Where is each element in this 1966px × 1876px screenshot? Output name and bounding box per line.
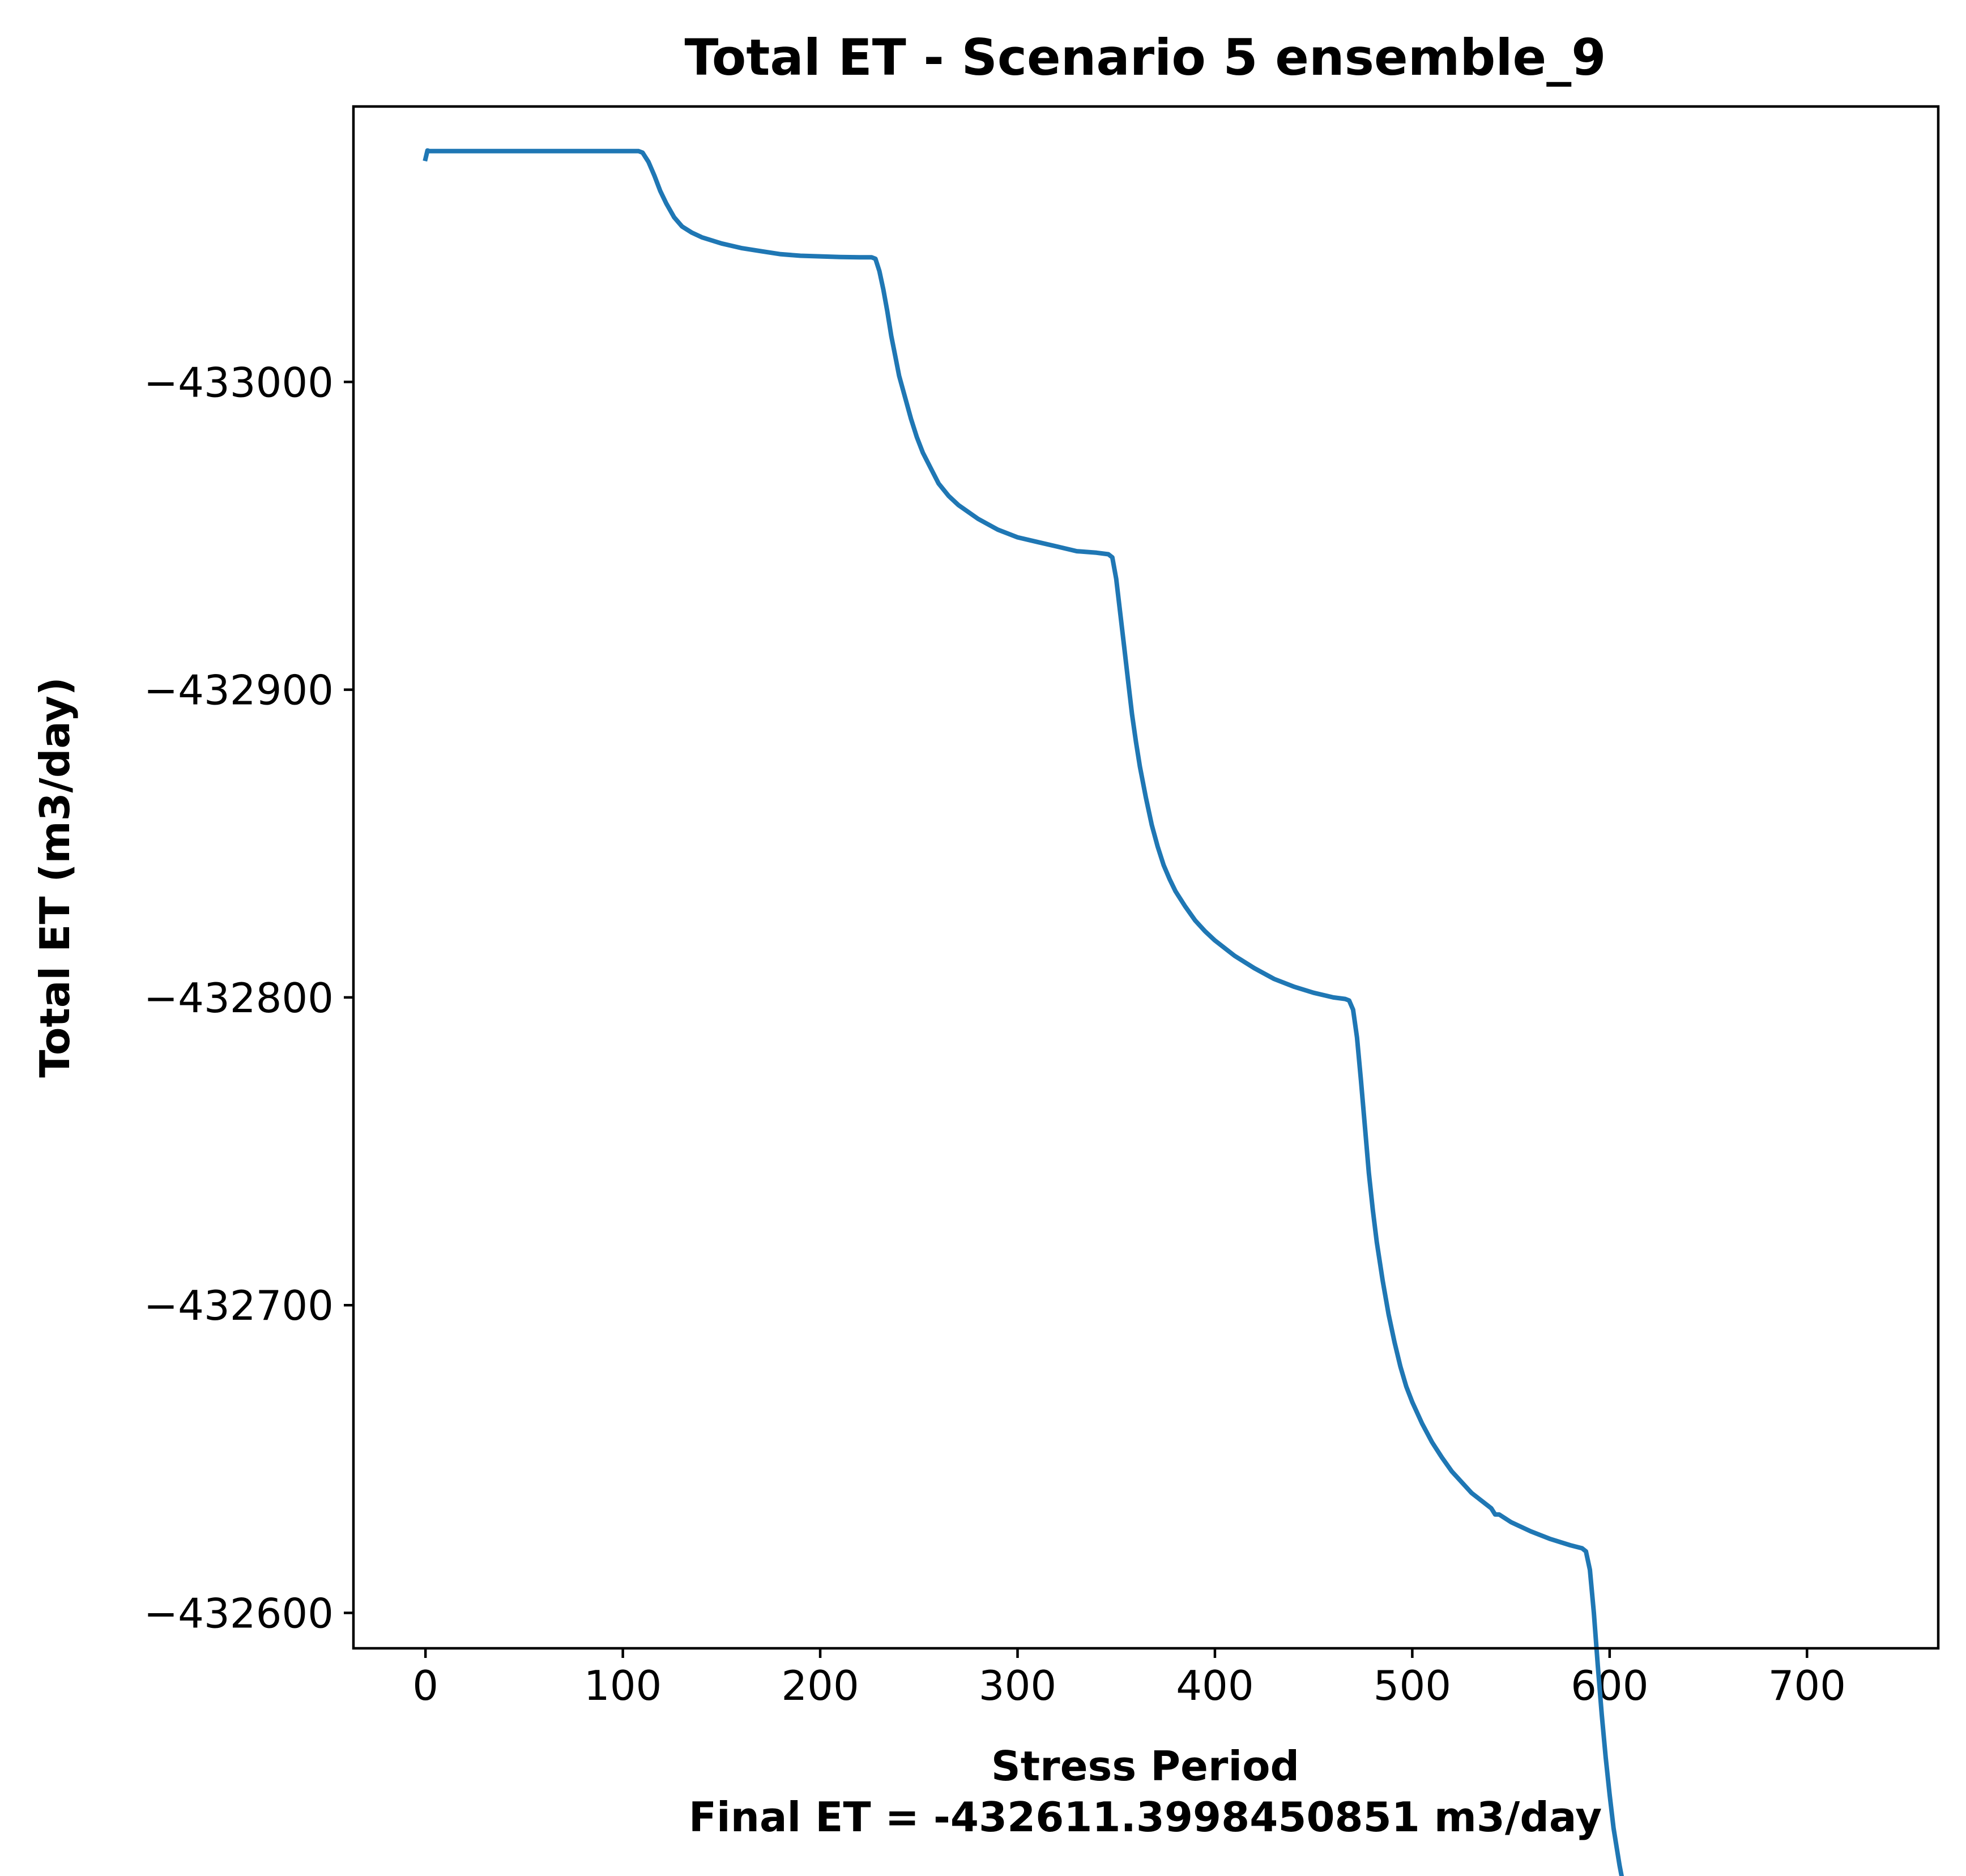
x-tick-label: 700 [1768,1662,1846,1709]
y-tick-label: −432700 [144,1282,334,1329]
x-axis-label: Stress Period [991,1742,1299,1790]
x-tick-label: 500 [1374,1662,1451,1709]
x-tick-label: 100 [584,1662,662,1709]
x-tick-label: 400 [1176,1662,1253,1709]
x-tick-label: 0 [412,1662,438,1709]
x-tick-label: 600 [1571,1662,1648,1709]
chart-title: Total ET - Scenario 5 ensemble_9 [685,28,1606,87]
plot-frame [352,105,1940,1650]
series-line-total-et [423,148,1624,1876]
series-layer [423,148,1624,1876]
chart-footnote: Final ET = -432611.3998450851 m3/day [689,1793,1602,1841]
x-tick-label: 300 [979,1662,1056,1709]
y-tick-label: −433000 [144,359,334,406]
ticks-layer: 0 100 200 300 400 500 600 700 −433000 −432900 −432… [144,359,1846,1709]
x-tick-label: 200 [781,1662,859,1709]
y-axis-label: Total ET (m3/day) [31,677,79,1077]
y-tick-label: −432800 [144,974,334,1022]
y-tick-label: −432600 [144,1590,334,1638]
y-tick-label: −432900 [144,667,334,714]
